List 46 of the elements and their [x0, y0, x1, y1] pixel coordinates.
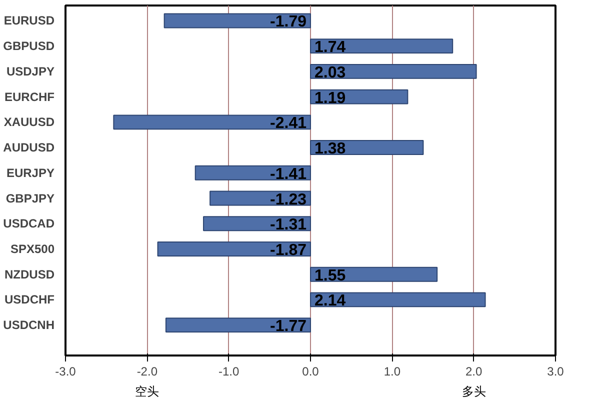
x-tick-label: 0.0 [302, 364, 320, 378]
y-tick-label: EURUSD [4, 14, 55, 28]
data-label: 1.38 [314, 140, 346, 158]
y-tick-label: SPX500 [10, 242, 55, 256]
bar [203, 216, 311, 232]
x-tick-label: 3.0 [547, 364, 564, 378]
data-label: -1.23 [270, 191, 307, 208]
bar [310, 64, 477, 79]
x-tick-label: 1.0 [384, 364, 401, 378]
y-tick-label: USDCAD [3, 216, 55, 231]
data-label: -1.87 [270, 242, 307, 259]
y-tick-label: EURJPY [6, 166, 55, 180]
data-label: 1.19 [314, 90, 346, 107]
x-tick-label: -2.0 [136, 364, 158, 378]
bar [310, 38, 454, 54]
data-label: -1.41 [270, 166, 307, 183]
data-label: -1.79 [270, 14, 307, 31]
text: 多头 [462, 384, 486, 398]
bar [310, 140, 424, 156]
bar [157, 242, 311, 256]
y-tick-label: AUDUSD [3, 140, 55, 155]
data-label: 1.74 [314, 39, 346, 56]
y-tick-label: USDJPY [6, 64, 55, 78]
bar [310, 266, 438, 282]
bar [113, 114, 311, 130]
y-tick-label: USDCNH [3, 318, 55, 332]
y-tick-label: GBPUSD [3, 39, 55, 54]
y-tick-label: GBPJPY [6, 191, 54, 206]
x-tick-label: 2.0 [465, 364, 482, 378]
data-label: 2.03 [314, 64, 346, 82]
y-tick-label: NZDUSD [4, 267, 55, 282]
y-tick-label: XAUUSD [4, 115, 55, 130]
data-label: -2.41 [270, 115, 307, 132]
data-label: 1.55 [314, 267, 346, 284]
data-label: -1.31 [270, 216, 307, 234]
bar [310, 292, 486, 308]
y-tick-label: USDCHF [4, 292, 54, 307]
text: 空头 [135, 384, 160, 398]
data-label: -1.77 [270, 318, 307, 336]
y-tick-label: EURCHF [4, 90, 54, 104]
bar [164, 13, 311, 28]
bar [194, 165, 311, 180]
x-tick-label: -3.0 [55, 364, 76, 378]
data-label: 2.14 [314, 292, 346, 310]
x-tick-label: -1.0 [218, 364, 240, 378]
bar [165, 318, 311, 333]
